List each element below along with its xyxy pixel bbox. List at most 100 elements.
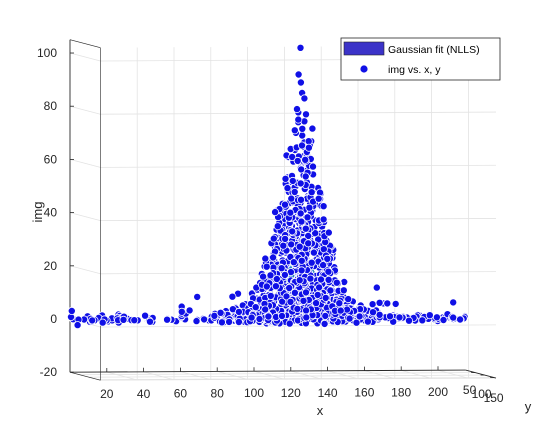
gridline-x-floor [217,371,248,380]
data-point [130,316,139,325]
scatter-points [67,43,469,330]
data-point [363,317,372,326]
data-point [375,298,384,307]
data-point [262,282,271,291]
data-point [309,248,318,257]
data-point [308,162,317,171]
data-point [324,275,333,284]
data-point [304,239,313,248]
data-point [315,283,324,292]
data-point [321,311,330,320]
data-point [294,115,303,124]
x-tick-label: 40 [137,387,151,401]
data-point [88,316,97,325]
gridline-x-floor [401,370,432,379]
legend: Gaussian fit (NLLS) img vs. x, y [340,37,501,81]
data-point [261,254,270,263]
data-point [278,297,287,306]
x-tick-label: 20 [100,387,114,401]
data-point [269,253,278,262]
z-tick-label: 60 [44,152,58,166]
x-tick-label: 100 [244,386,264,400]
data-point [297,256,306,265]
data-point [449,298,458,307]
data-point [319,261,328,270]
data-point [185,306,194,315]
data-point [234,317,243,326]
z-tick-label: 100 [37,46,57,60]
legend-entry-fit: Gaussian fit (NLLS) [388,44,480,56]
data-point [290,187,299,196]
data-point [288,152,297,161]
data-point [352,318,361,327]
data-point [418,316,427,325]
data-point [307,188,316,197]
data-point [286,208,295,217]
data-point [251,303,260,312]
data-point [292,105,301,114]
data-point [293,156,302,165]
data-point [395,313,404,322]
data-point [119,315,128,324]
z-tick-label: 0 [50,312,57,326]
data-point [287,240,296,249]
data-point [314,194,323,203]
data-point [439,315,448,324]
side-floor-edge [69,371,101,381]
data-point [271,282,280,291]
data-point [301,288,310,297]
data-point [225,317,234,326]
data-point [193,292,202,301]
data-point [283,184,292,193]
data-point [297,217,306,226]
data-point [306,274,315,283]
data-point [295,276,304,285]
legend-marker-swatch [359,64,369,74]
data-point [301,172,310,181]
data-point [321,293,330,302]
gridline-z-side [69,105,101,115]
legend-surface-swatch [343,41,385,56]
data-point [425,311,434,320]
data-point [301,224,310,233]
x-tick-label: 200 [428,385,448,399]
data-point [432,313,441,322]
data-point [344,295,353,304]
data-point [294,70,303,79]
data-point [141,311,150,320]
gridline-z-side [69,265,101,275]
data-point [192,317,201,326]
gridline-x-floor [290,370,322,380]
data-point [259,272,268,281]
data-point [301,155,310,164]
data-point [391,299,400,308]
data-point [281,234,290,243]
data-point [295,242,304,251]
data-point [73,321,82,330]
data-point [217,318,226,327]
data-point [372,283,381,292]
gridline-z [100,324,497,328]
data-point [282,292,291,301]
data-point [287,194,296,203]
x-tick-label: 60 [174,387,188,401]
data-point [336,306,345,315]
data-point [449,313,458,322]
data-point [301,110,310,119]
data-point [285,283,294,292]
data-point [296,209,305,218]
z-tick-label: 40 [44,206,58,220]
gridline-x-floor [143,371,175,381]
data-point [264,312,273,321]
y-tick-label: 100 [472,387,492,401]
gridline-x-floor [180,371,211,380]
gridline-z-side [69,52,101,62]
x-tick-label: 160 [354,386,374,400]
data-point [297,141,306,150]
data-point [288,176,297,185]
data-point [316,275,325,284]
data-point [305,203,314,212]
gridline-x-floor [106,371,138,381]
tick-labels: 20 40 60 80 100 120 140 160 180 200 50100150-20020… [37,46,504,405]
data-point [323,254,332,263]
